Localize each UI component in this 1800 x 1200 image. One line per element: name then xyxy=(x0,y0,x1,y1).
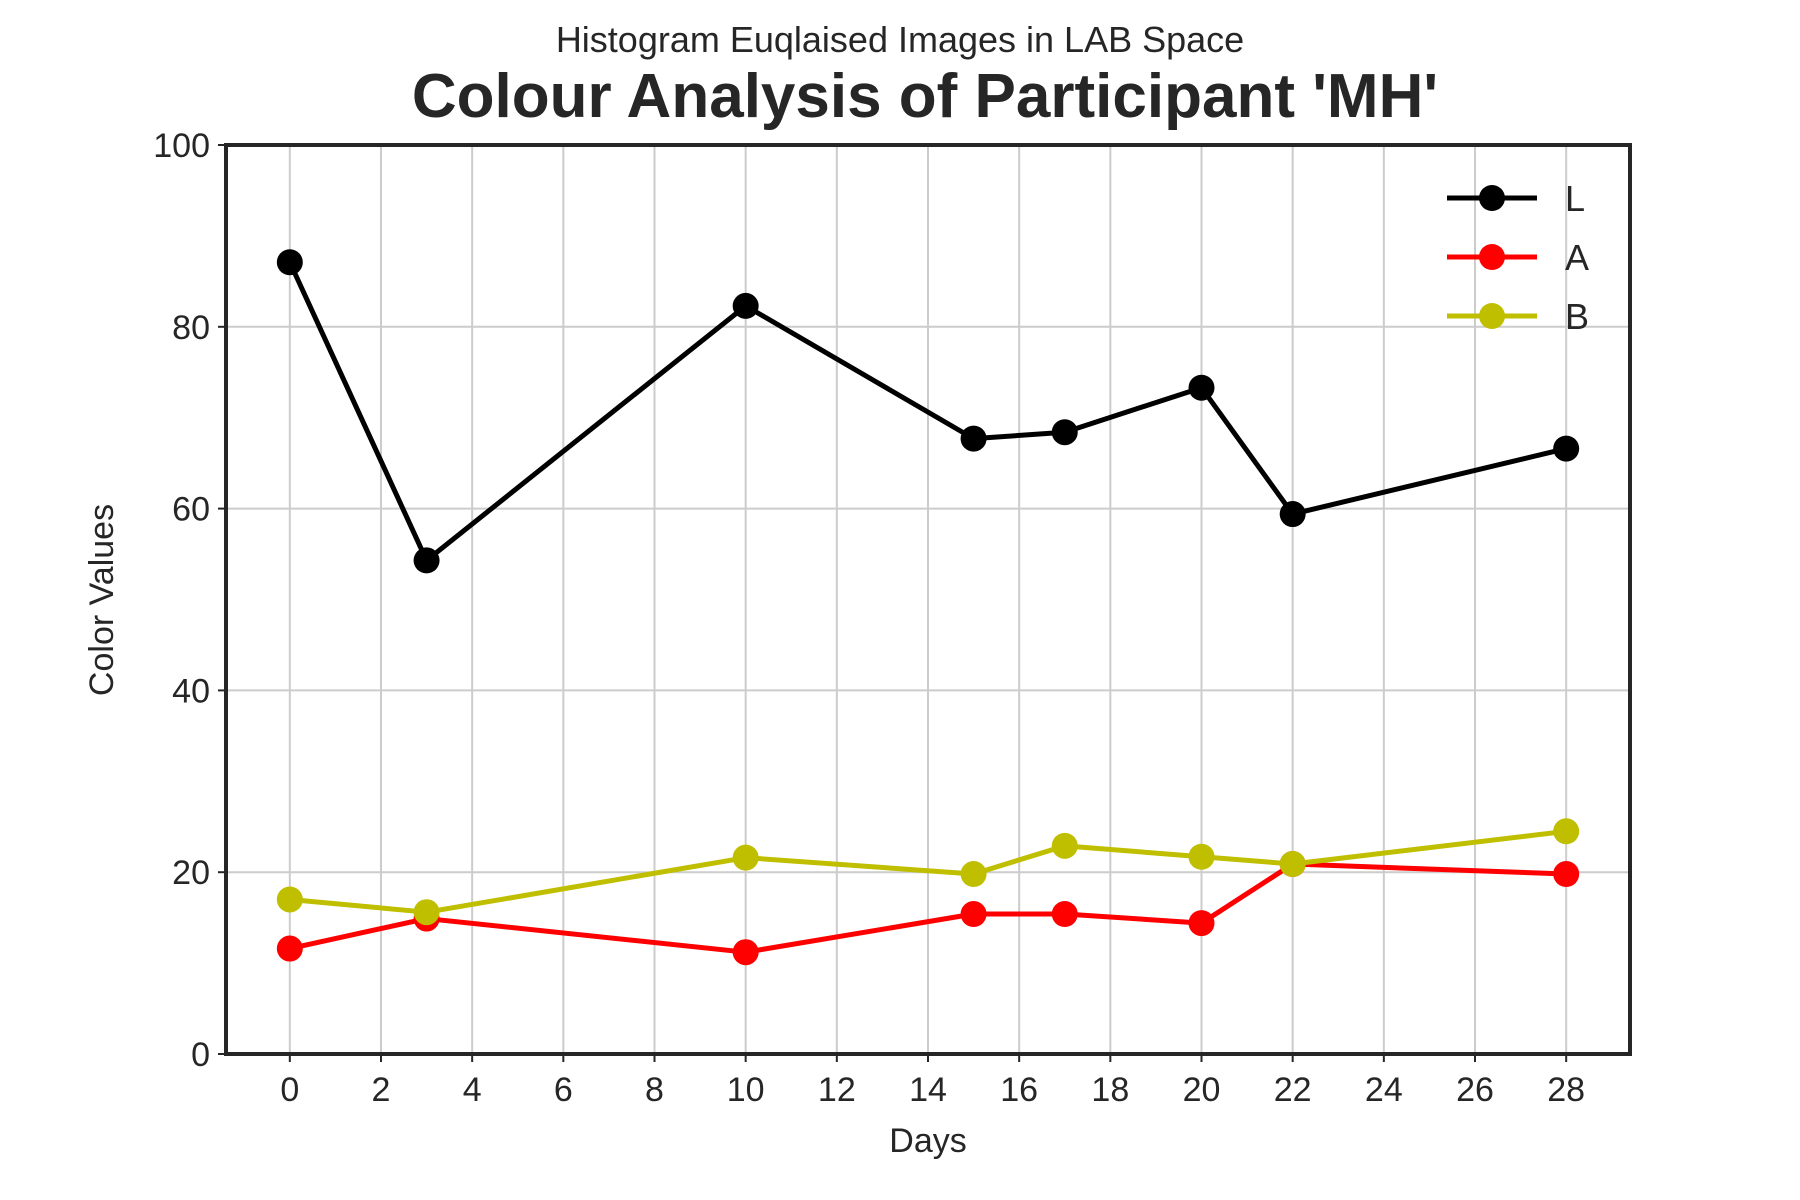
data-point-B xyxy=(1553,818,1580,845)
x-tick-label: 0 xyxy=(280,1071,299,1109)
y-tick-label: 0 xyxy=(191,1036,210,1074)
plot-frame xyxy=(224,143,1632,1056)
x-tick-label: 16 xyxy=(1000,1071,1038,1109)
data-point-B xyxy=(732,844,759,871)
data-point-A xyxy=(732,939,759,966)
data-point-L xyxy=(960,425,987,452)
series-layer xyxy=(276,249,1580,966)
legend-marker-A xyxy=(1479,244,1505,270)
data-point-L xyxy=(1553,435,1580,462)
y-tick-label: 80 xyxy=(172,309,210,347)
data-point-L xyxy=(1279,501,1306,528)
series-line-A xyxy=(289,861,1567,955)
x-tick-label: 4 xyxy=(463,1071,482,1109)
x-tick-label: 20 xyxy=(1183,1071,1221,1109)
y-tick-label: 60 xyxy=(172,491,210,529)
data-point-L xyxy=(276,249,303,276)
x-tick-label: 26 xyxy=(1456,1071,1494,1109)
legend-label-B: B xyxy=(1565,296,1589,337)
data-point-B xyxy=(1279,851,1306,878)
data-point-B xyxy=(960,861,987,888)
y-tick-label: 20 xyxy=(172,854,210,892)
x-tick-label: 24 xyxy=(1365,1071,1403,1109)
legend: LAB xyxy=(1447,178,1589,337)
x-tick-label: 10 xyxy=(727,1071,765,1109)
x-axis-label: Days xyxy=(889,1122,966,1160)
data-point-L xyxy=(413,547,440,574)
chart-title: Colour Analysis of Participant 'MH' xyxy=(412,62,1438,131)
data-point-B xyxy=(413,899,440,926)
chart-subtitle: Histogram Euqlaised Images in LAB Space xyxy=(556,19,1244,60)
y-tick-label: 100 xyxy=(153,127,210,165)
data-point-A xyxy=(1553,861,1580,888)
data-point-B xyxy=(276,886,303,913)
x-tick-label: 8 xyxy=(645,1071,664,1109)
data-point-A xyxy=(960,901,987,928)
x-tick-label: 2 xyxy=(372,1071,391,1109)
x-tick-label: 6 xyxy=(554,1071,573,1109)
legend-label-L: L xyxy=(1565,178,1585,219)
x-tick-label: 22 xyxy=(1274,1071,1312,1109)
y-tick-label: 40 xyxy=(172,672,210,710)
series-line-B xyxy=(289,828,1567,915)
data-point-L xyxy=(732,292,759,319)
data-point-A xyxy=(1051,901,1078,928)
data-point-L xyxy=(1051,419,1078,446)
data-point-A xyxy=(276,935,303,962)
x-tick-label: 28 xyxy=(1547,1071,1585,1109)
series-line-L xyxy=(287,261,1567,563)
y-axis-label: Color Values xyxy=(83,504,121,696)
x-tick-label: 18 xyxy=(1091,1071,1129,1109)
data-point-B xyxy=(1188,843,1215,870)
legend-marker-L xyxy=(1479,185,1505,211)
legend-label-A: A xyxy=(1565,237,1589,278)
x-tick-label: 14 xyxy=(909,1071,947,1109)
data-point-B xyxy=(1051,832,1078,859)
x-tick-label: 12 xyxy=(818,1071,856,1109)
legend-marker-B xyxy=(1479,303,1505,329)
data-point-L xyxy=(1188,374,1215,401)
data-point-A xyxy=(1188,910,1215,937)
